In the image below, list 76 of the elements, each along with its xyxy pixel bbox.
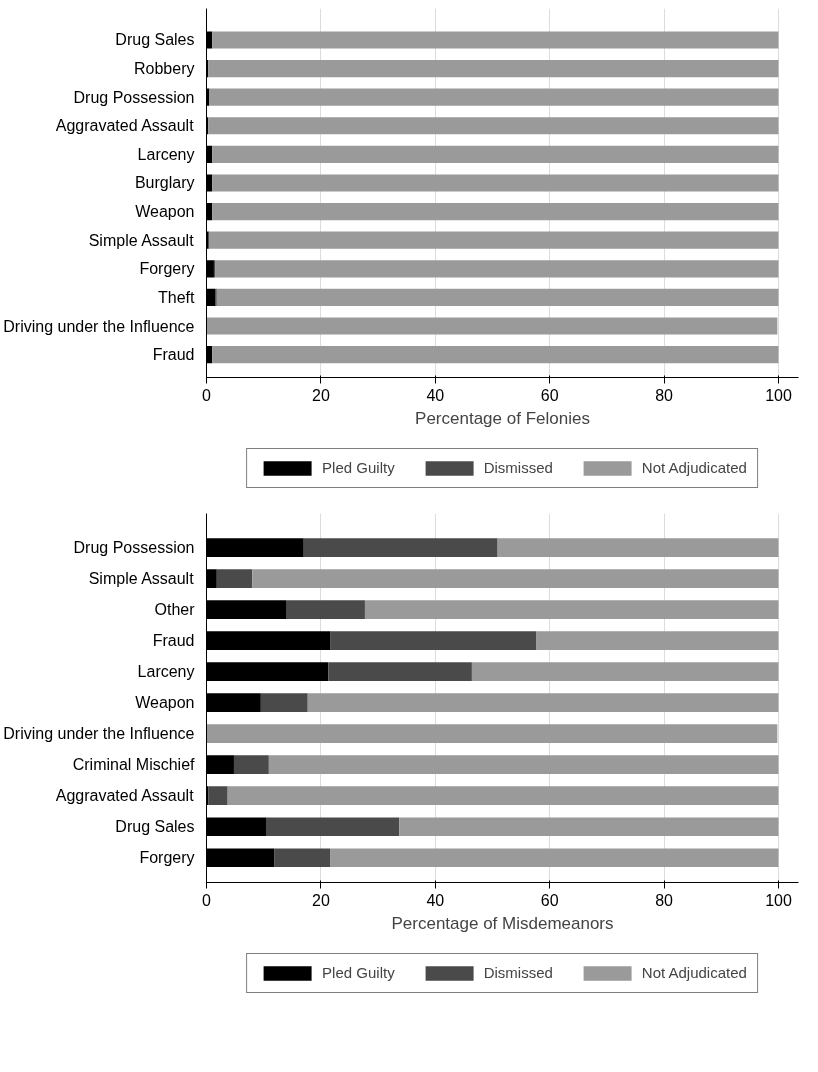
bar bbox=[212, 31, 779, 49]
bar bbox=[215, 260, 779, 278]
x-tick-label: 100 bbox=[765, 891, 792, 909]
bar bbox=[303, 538, 498, 557]
y-tick-label: Weapon bbox=[135, 694, 195, 712]
bar bbox=[212, 203, 779, 221]
bar bbox=[307, 693, 779, 712]
y-tick-label: Theft bbox=[158, 288, 196, 306]
y-tick-label: Forgery bbox=[139, 260, 195, 278]
bar bbox=[212, 174, 779, 192]
x-axis-title: Percentage of Misdemeanors bbox=[391, 913, 614, 933]
x-tick-label: 100 bbox=[765, 386, 792, 404]
bar bbox=[364, 600, 779, 619]
y-tick-label: Larceny bbox=[137, 663, 195, 681]
x-tick-label: 0 bbox=[202, 386, 212, 404]
y-tick-label: Aggravated Assault bbox=[55, 787, 195, 805]
bar bbox=[227, 786, 779, 805]
bar bbox=[208, 231, 779, 249]
bar bbox=[216, 288, 779, 306]
y-tick-label: Robbery bbox=[134, 60, 195, 78]
bar bbox=[286, 600, 365, 619]
y-tick-label: Drug Sales bbox=[115, 31, 195, 49]
bar bbox=[274, 848, 331, 867]
bar bbox=[330, 631, 537, 650]
y-tick-label: Driving under the Influence bbox=[3, 725, 195, 743]
bar bbox=[216, 569, 253, 588]
y-tick-label: Drug Possession bbox=[73, 539, 195, 557]
y-tick-label: Burglary bbox=[134, 174, 195, 192]
bar bbox=[268, 755, 779, 774]
legend-label: Pled Guilty bbox=[322, 964, 395, 981]
bar bbox=[209, 88, 779, 106]
bar bbox=[471, 662, 779, 681]
bar bbox=[212, 145, 779, 163]
bar bbox=[208, 59, 779, 78]
x-tick-label: 60 bbox=[540, 386, 559, 404]
bar bbox=[212, 346, 779, 364]
y-tick-label: Weapon bbox=[135, 203, 195, 221]
bar bbox=[208, 117, 779, 135]
bar bbox=[330, 848, 779, 867]
bar bbox=[252, 569, 779, 588]
x-tick-label: 40 bbox=[426, 386, 445, 404]
x-tick-label: 60 bbox=[540, 891, 559, 909]
x-tick-label: 20 bbox=[312, 386, 330, 404]
x-tick-label: 80 bbox=[655, 891, 674, 909]
x-tick-label: 20 bbox=[312, 891, 330, 909]
y-tick-label: Simple Assault bbox=[88, 231, 195, 249]
y-tick-label: Forgery bbox=[139, 849, 195, 867]
x-axis-title: Percentage of Felonies bbox=[415, 408, 590, 428]
y-tick-label: Other bbox=[154, 601, 196, 619]
legend-label: Dismissed bbox=[483, 459, 553, 476]
bar bbox=[328, 662, 472, 681]
legend-label: Not Adjudicated bbox=[641, 459, 747, 476]
y-tick-label: Drug Sales bbox=[115, 818, 195, 836]
y-tick-label: Fraud bbox=[152, 632, 195, 650]
bar bbox=[260, 693, 308, 712]
bar bbox=[497, 538, 779, 557]
y-tick-label: Drug Possession bbox=[73, 88, 195, 106]
y-tick-label: Aggravated Assault bbox=[55, 117, 195, 135]
y-tick-label: Simple Assault bbox=[88, 570, 195, 588]
y-tick-label: Criminal Mischief bbox=[72, 756, 196, 774]
x-tick-label: 80 bbox=[655, 386, 674, 404]
bar bbox=[208, 786, 228, 805]
y-tick-label: Larceny bbox=[137, 145, 195, 163]
legend-label: Pled Guilty bbox=[322, 459, 395, 476]
bar bbox=[206, 724, 778, 743]
bar bbox=[536, 631, 779, 650]
legend-label: Not Adjudicated bbox=[641, 964, 747, 981]
bar bbox=[265, 817, 400, 836]
x-tick-label: 40 bbox=[426, 891, 445, 909]
bar bbox=[399, 817, 779, 836]
y-tick-label: Fraud bbox=[152, 346, 195, 364]
legend-label: Dismissed bbox=[483, 964, 553, 981]
x-tick-label: 0 bbox=[202, 891, 212, 909]
bar bbox=[233, 755, 269, 774]
y-tick-label: Driving under the Influence bbox=[3, 317, 195, 335]
bar bbox=[206, 317, 778, 335]
